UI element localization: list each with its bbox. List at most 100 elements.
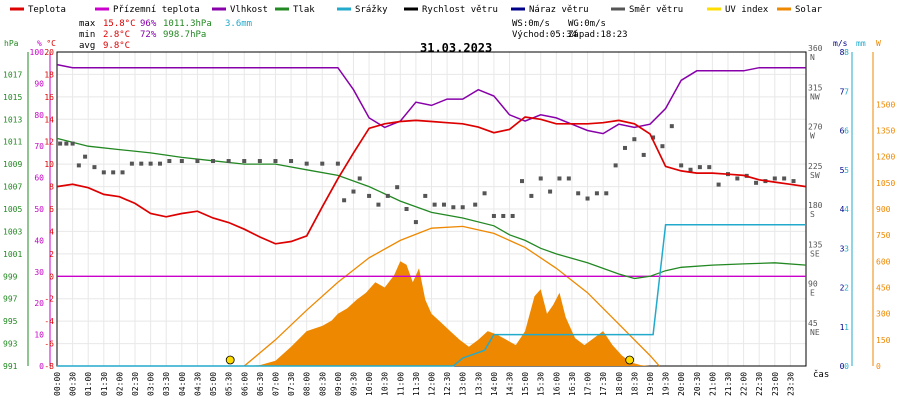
pressure-tick: 1009: [3, 160, 22, 169]
rain-tick: 7: [844, 87, 849, 96]
temp-tick: -4: [44, 317, 54, 326]
winddir-point: [622, 145, 627, 150]
winddir-tick: 45: [808, 319, 818, 328]
solar-tick: 0: [876, 362, 881, 371]
x-tick: 00:30: [69, 372, 78, 396]
x-tick: 19:30: [662, 372, 671, 396]
windspeed-tick: 4: [840, 205, 845, 214]
winddir-point: [92, 165, 97, 170]
rain-tick: 0: [844, 362, 849, 371]
pressure-tick: 1015: [3, 93, 22, 102]
windspeed-tick: 8: [840, 48, 845, 57]
winddir-point: [148, 161, 153, 166]
legend-label: UV index: [725, 5, 769, 15]
winddir-label: E: [810, 289, 815, 298]
winddir-point: [585, 196, 590, 201]
legend-label: Vlhkost: [230, 5, 268, 15]
x-tick: 14:00: [490, 372, 499, 396]
winddir-point: [735, 176, 740, 181]
x-tick: 12:00: [428, 372, 437, 396]
winddir-point: [289, 159, 294, 164]
pressure-tick: 991: [3, 362, 18, 371]
winddir-point: [139, 161, 144, 166]
x-tick: 14:30: [506, 372, 515, 396]
winddir-point: [257, 159, 262, 164]
humidity-tick: 20: [34, 299, 44, 308]
chart-date: 31.03.2023: [420, 41, 492, 55]
temperature-line: [56, 116, 807, 245]
winddir-point: [129, 161, 134, 166]
humidity-tick: 60: [34, 174, 44, 183]
solar-tick: 450: [876, 284, 891, 293]
humidity-tick: 10: [34, 331, 44, 340]
winddir-point: [697, 165, 702, 170]
x-tick: 08:30: [318, 372, 327, 396]
wg-info: WG:0m/s: [568, 19, 606, 29]
solar-tick: 1350: [876, 127, 895, 136]
winddir-point: [335, 161, 340, 166]
winddir-point: [651, 135, 656, 140]
pressure-axis-label: hPa: [4, 39, 19, 48]
rain-tick: 3: [844, 244, 849, 253]
winddir-point: [376, 202, 381, 207]
solar-tick: 300: [876, 310, 891, 319]
x-tick: 10:00: [365, 372, 374, 396]
winddir-point: [520, 179, 525, 184]
winddir-point: [179, 159, 184, 164]
winddir-label: NW: [810, 92, 820, 101]
stats-max-temp: 15.8°C: [103, 19, 136, 29]
x-tick: 08:00: [303, 372, 312, 396]
rain-axis-label: mm: [856, 39, 866, 48]
x-tick: 07:30: [287, 372, 296, 396]
winddir-point: [473, 202, 478, 207]
temp-tick: 18: [44, 70, 54, 79]
x-ticks: 00:00 00:30 01:00 01:30 02:00 02:30 03:00 03:30…: [53, 372, 795, 396]
x-tick: 20:30: [693, 372, 702, 396]
ws-info: WS:0m/s: [512, 19, 550, 29]
solar-tick: 150: [876, 336, 891, 345]
stats-min-temp: 2.8°C: [103, 30, 130, 40]
humidity-tick: 0: [39, 362, 44, 371]
x-tick: 01:30: [100, 372, 109, 396]
x-tick: 02:00: [115, 372, 124, 396]
winddir-point: [273, 159, 278, 164]
winddir-point: [342, 198, 347, 203]
winddir-tick: 135: [808, 240, 823, 249]
winddir-point: [70, 141, 75, 146]
temp-tick: 2: [49, 250, 54, 259]
humidity-tick: 50: [34, 205, 44, 214]
pressure-tick: 995: [3, 317, 18, 326]
windspeed-tick: 5: [840, 166, 845, 175]
winddir-label: SW: [810, 171, 820, 180]
winddir-point: [460, 205, 465, 210]
stats-max-rain: 3.6mm: [225, 19, 252, 29]
winddir-point: [707, 165, 712, 170]
sunset-info: Západ:18:23: [568, 30, 628, 40]
winddir-tick: 270: [808, 123, 823, 132]
legend-label: Směr větru: [629, 5, 683, 15]
windspeed-tick: 0: [840, 362, 845, 371]
x-tick: 18:00: [615, 372, 624, 396]
x-tick: 09:00: [334, 372, 343, 396]
winddir-point: [404, 207, 409, 211]
solar-tick: 600: [876, 257, 891, 266]
x-tick: 04:00: [178, 372, 187, 396]
winddir-point: [351, 189, 356, 194]
solar-tick: 1500: [876, 100, 895, 109]
x-tick: 03:00: [147, 372, 156, 396]
stats-max-hum: 96%: [140, 19, 157, 29]
solar-tick: 750: [876, 231, 891, 240]
temp-tick: -2: [44, 295, 54, 304]
stats-avg-temp: 9.8°C: [103, 41, 130, 51]
winddir-point: [120, 170, 125, 175]
winddir-label: SE: [810, 249, 820, 258]
pressure-tick: 993: [3, 340, 18, 349]
x-tick: 11:00: [396, 372, 405, 396]
rain-line: [57, 223, 806, 367]
x-tick: 03:30: [162, 372, 171, 396]
pressure-line: [56, 137, 807, 280]
winddir-point: [167, 159, 172, 164]
winddir-label: S: [810, 210, 815, 219]
winddir-point: [782, 176, 787, 181]
